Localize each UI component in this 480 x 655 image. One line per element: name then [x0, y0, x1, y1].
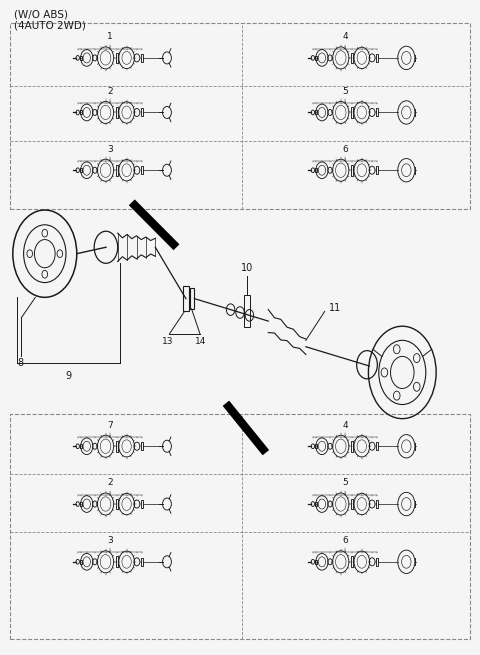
Text: 2: 2: [107, 478, 113, 487]
Text: 10: 10: [241, 263, 253, 273]
Text: (4AUTO 2WD): (4AUTO 2WD): [14, 21, 86, 31]
Text: 4: 4: [342, 421, 348, 430]
Bar: [315, 560, 317, 564]
Bar: [80, 168, 82, 172]
Text: 9: 9: [65, 371, 72, 381]
Bar: [141, 109, 143, 117]
Text: 2: 2: [107, 87, 113, 96]
Bar: [351, 498, 353, 510]
Bar: [80, 502, 82, 506]
Bar: [116, 107, 118, 118]
Bar: [351, 52, 353, 64]
Bar: [376, 442, 378, 450]
Text: 1: 1: [107, 32, 113, 41]
Bar: [116, 52, 118, 64]
Bar: [116, 557, 118, 567]
Bar: [116, 498, 118, 510]
Bar: [376, 558, 378, 566]
Bar: [376, 109, 378, 117]
Text: 4: 4: [342, 32, 348, 41]
Bar: [190, 288, 194, 309]
Bar: [315, 168, 317, 172]
Bar: [351, 441, 353, 451]
Bar: [351, 557, 353, 567]
Bar: [80, 444, 82, 448]
Text: 8: 8: [17, 358, 24, 367]
Bar: [315, 56, 317, 60]
Text: 3: 3: [107, 145, 113, 154]
Text: 13: 13: [162, 337, 174, 346]
Text: 14: 14: [195, 337, 207, 346]
Bar: [315, 444, 317, 448]
Bar: [351, 165, 353, 176]
Text: 11: 11: [329, 303, 342, 313]
Bar: [315, 111, 317, 115]
Text: 7: 7: [107, 421, 113, 430]
Bar: [10, 414, 470, 639]
Bar: [315, 502, 317, 506]
Bar: [141, 166, 143, 174]
Bar: [141, 442, 143, 450]
Bar: [10, 22, 470, 209]
Text: (W/O ABS): (W/O ABS): [14, 10, 68, 20]
Bar: [376, 500, 378, 508]
Bar: [183, 286, 189, 311]
Bar: [80, 111, 82, 115]
Text: 5: 5: [342, 87, 348, 96]
Bar: [116, 165, 118, 176]
Text: 5: 5: [342, 478, 348, 487]
Bar: [376, 166, 378, 174]
Bar: [80, 56, 82, 60]
Bar: [80, 560, 82, 564]
Bar: [351, 107, 353, 118]
Bar: [141, 558, 143, 566]
Bar: [141, 500, 143, 508]
Bar: [116, 441, 118, 451]
Bar: [141, 54, 143, 62]
Text: 6: 6: [342, 145, 348, 154]
Text: 6: 6: [342, 536, 348, 545]
Bar: [376, 54, 378, 62]
Bar: [244, 295, 250, 328]
Text: 3: 3: [107, 536, 113, 545]
